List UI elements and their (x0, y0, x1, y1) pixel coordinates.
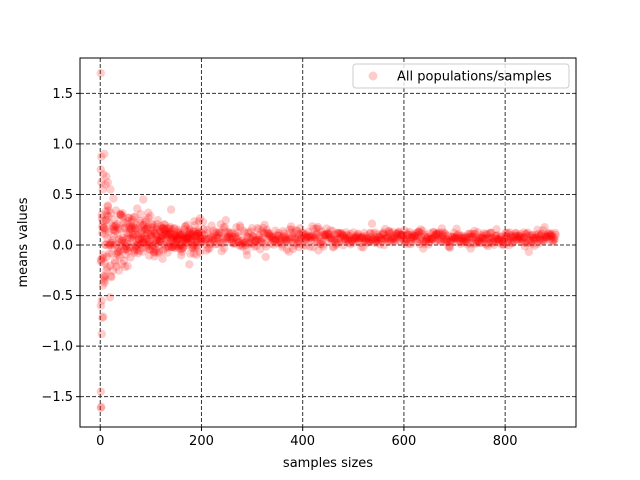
legend-marker (369, 72, 378, 81)
y-tick-label: −1.5 (41, 390, 73, 405)
y-tick-label: 0.0 (52, 239, 73, 254)
data-point (98, 330, 106, 338)
data-point (97, 403, 105, 411)
y-tick-label: 0.5 (52, 188, 73, 203)
data-point (222, 216, 230, 224)
data-point (97, 153, 105, 161)
y-tick-label: 1.0 (52, 137, 73, 152)
x-tick-label: 400 (290, 434, 315, 449)
data-point (243, 251, 251, 259)
data-point (98, 296, 106, 304)
legend-label: All populations/samples (397, 70, 552, 85)
data-point (97, 165, 105, 173)
data-point (97, 69, 105, 77)
data-point (552, 231, 560, 239)
data-point (101, 278, 109, 286)
y-tick-label: −1.0 (41, 340, 73, 355)
y-tick-label: −0.5 (41, 289, 73, 304)
data-point (220, 244, 228, 252)
data-point (99, 312, 107, 320)
x-axis-label: samples sizes (283, 456, 373, 471)
y-tick-label: 1.5 (52, 87, 73, 102)
data-point (262, 253, 270, 261)
data-point (167, 205, 175, 213)
x-tick-label: 600 (392, 434, 417, 449)
x-tick-label: 0 (96, 434, 104, 449)
data-point (106, 293, 114, 301)
data-point (106, 185, 114, 193)
data-point (185, 260, 193, 268)
data-point (199, 218, 207, 226)
data-point (109, 194, 117, 202)
data-point (123, 262, 131, 270)
x-tick-label: 800 (493, 434, 518, 449)
data-point (146, 212, 154, 220)
y-axis-label: means values (16, 197, 31, 287)
data-point (368, 220, 376, 228)
scatter-points (97, 69, 560, 412)
data-point (97, 387, 105, 395)
legend: All populations/samples (353, 64, 569, 88)
x-tick-label: 200 (189, 434, 214, 449)
data-point (139, 195, 147, 203)
